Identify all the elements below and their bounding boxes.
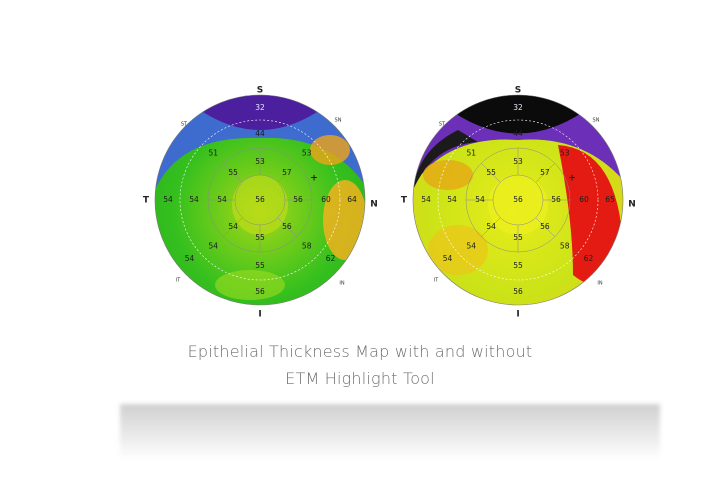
thickness-value-outer-0: 32 — [255, 103, 265, 112]
thickness-value-middle-6: 54 — [189, 195, 199, 204]
thickness-value-middle-0: 44 — [513, 129, 523, 138]
thickness-value-inner-6: 54 — [475, 195, 485, 204]
direction-inferior: I — [258, 310, 261, 320]
direction-superior: S — [515, 86, 521, 96]
thickness-value-outer-2: 62 — [326, 254, 336, 263]
thickness-value-middle-7: 51 — [209, 148, 219, 157]
thickness-value-inner-0: 53 — [255, 157, 265, 166]
corner-label-in: IN — [339, 281, 344, 287]
thickness-value-middle-3: 58 — [560, 242, 570, 251]
thickness-value-outer-0: 32 — [513, 103, 523, 112]
caption-line-1: Epithelial Thickness Map with and withou… — [187, 342, 533, 361]
thickness-map-standard: S I T N ST SN IT IN + 56 53 57 56 56 55 54 54 55… — [140, 80, 380, 320]
caption-line-2: ETM Highlight Tool — [285, 369, 435, 388]
thickness-value-outer-4: 54 — [185, 254, 195, 263]
thickness-value-inner-1: 57 — [282, 168, 292, 177]
corneal-apex-marker: + — [310, 174, 318, 184]
thickness-value-inner-2: 56 — [551, 195, 561, 204]
direction-temporal: T — [401, 196, 408, 206]
thickness-value-inner-2: 56 — [293, 195, 303, 204]
thickness-value-outer-3: 56 — [513, 287, 523, 296]
direction-inferior: I — [516, 310, 519, 320]
direction-temporal: T — [143, 196, 150, 206]
thickness-value-inner-0: 53 — [513, 157, 523, 166]
thickness-map-highlight: S I T N ST SN IT IN + 56 53 57 56 56 55 54 54 55… — [398, 80, 638, 320]
corner-label-st: ST — [439, 122, 446, 128]
thickness-value-inner-1: 57 — [540, 168, 550, 177]
thickness-value-inner-5: 54 — [486, 222, 496, 231]
thickness-value-inner-5: 54 — [228, 222, 238, 231]
direction-nasal: N — [628, 200, 636, 210]
thickness-value-middle-3: 58 — [302, 242, 312, 251]
thickness-value-outer-3: 56 — [255, 287, 265, 296]
card-shadow — [120, 404, 660, 470]
thickness-value-outer-2: 62 — [584, 254, 594, 263]
thickness-value-outer-5: 54 — [163, 195, 173, 204]
direction-nasal: N — [370, 200, 378, 210]
thickness-value-outer-1: 64 — [347, 195, 357, 204]
thickness-value-middle-1: 53 — [302, 148, 312, 157]
corner-label-sn: SN — [335, 118, 342, 124]
corneal-apex-marker: + — [568, 174, 576, 184]
thickness-value-outer-5: 54 — [421, 195, 431, 204]
thickness-value-middle-5: 54 — [467, 242, 477, 251]
thickness-value-middle-1: 53 — [560, 148, 570, 157]
thickness-value-middle-2: 60 — [579, 195, 589, 204]
thickness-map-highlight-svg: S I T N ST SN IT IN + 56 53 57 56 56 55 54 54 55… — [401, 86, 636, 320]
corner-label-in: IN — [597, 281, 602, 287]
thickness-value-inner-3: 56 — [282, 222, 292, 231]
thickness-value-outer-4: 54 — [443, 254, 453, 263]
corner-label-st: ST — [181, 122, 188, 128]
thickness-value-middle-4: 55 — [513, 261, 523, 270]
thickness-value-inner-3: 56 — [540, 222, 550, 231]
thickness-value-inner-7: 55 — [228, 168, 238, 177]
corner-label-sn: SN — [593, 118, 600, 124]
thickness-value-inner-7: 55 — [486, 168, 496, 177]
thickness-value-middle-6: 54 — [447, 195, 457, 204]
direction-superior: S — [257, 86, 263, 96]
thickness-value-inner-6: 54 — [217, 195, 227, 204]
thickness-value-outer-1: 65 — [605, 195, 615, 204]
thickness-value-middle-7: 51 — [467, 148, 477, 157]
thickness-value-inner-4: 55 — [513, 233, 523, 242]
thickness-value-inner-4: 55 — [255, 233, 265, 242]
corner-label-it: IT — [434, 278, 439, 284]
thickness-value-middle-5: 54 — [209, 242, 219, 251]
corner-label-it: IT — [176, 278, 181, 284]
thickness-value-middle-0: 44 — [255, 129, 265, 138]
thickness-value-center: 56 — [255, 195, 265, 204]
thickness-map-standard-svg: S I T N ST SN IT IN + 56 53 57 56 56 55 54 54 55… — [143, 86, 378, 320]
thickness-value-middle-2: 60 — [321, 195, 331, 204]
thickness-value-middle-4: 55 — [255, 261, 265, 270]
thickness-value-center: 56 — [513, 195, 523, 204]
